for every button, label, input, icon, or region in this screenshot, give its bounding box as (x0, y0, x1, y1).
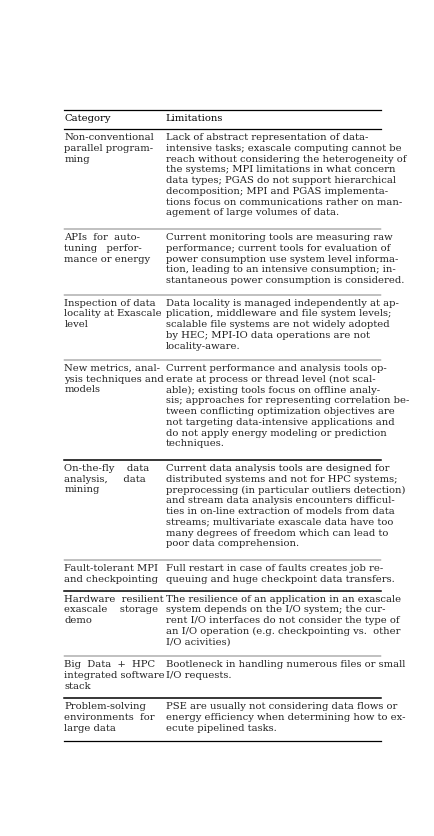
Text: Problem-solving
environments  for
large data: Problem-solving environments for large d… (64, 702, 155, 733)
Text: Current performance and analysis tools op-
erate at process or thread level (not: Current performance and analysis tools o… (166, 364, 409, 448)
Text: Inspection of data
locality at Exascale
level: Inspection of data locality at Exascale … (64, 298, 162, 329)
Text: On-the-fly    data
analysis,     data
mining: On-the-fly data analysis, data mining (64, 464, 150, 494)
Text: PSE are usually not considering data flows or
energy efficiency when determining: PSE are usually not considering data flo… (166, 702, 405, 733)
Text: Fault-tolerant MPI
and checkpointing: Fault-tolerant MPI and checkpointing (64, 563, 158, 584)
Text: Current data analysis tools are designed for
distributed systems and not for HPC: Current data analysis tools are designed… (166, 464, 405, 548)
Text: Hardware  resilient
exascale    storage
demo: Hardware resilient exascale storage demo (64, 594, 164, 625)
Text: APIs  for  auto-
tuning   perfor-
mance or energy: APIs for auto- tuning perfor- mance or e… (64, 233, 151, 263)
Text: Non-conventional
parallel program-
ming: Non-conventional parallel program- ming (64, 133, 154, 164)
Text: The resilience of an application in an exascale
system depends on the I/O system: The resilience of an application in an e… (166, 594, 401, 647)
Text: Category: Category (64, 114, 111, 123)
Text: Full restart in case of faults creates job re-
queuing and huge checkpoint data : Full restart in case of faults creates j… (166, 563, 395, 584)
Text: Current monitoring tools are measuring raw
performance; current tools for evalua: Current monitoring tools are measuring r… (166, 233, 404, 285)
Text: Lack of abstract representation of data-
intensive tasks; exascale computing can: Lack of abstract representation of data-… (166, 133, 406, 217)
Text: Limitations: Limitations (166, 114, 223, 123)
Text: New metrics, anal-
ysis techniques and
models: New metrics, anal- ysis techniques and m… (64, 364, 164, 395)
Text: Big  Data  +  HPC
integrated software
stack: Big Data + HPC integrated software stack (64, 660, 165, 691)
Text: Data locality is managed independently at ap-
plication, middleware and file sys: Data locality is managed independently a… (166, 298, 398, 350)
Text: Bootleneck in handling numerous files or small
I/O requests.: Bootleneck in handling numerous files or… (166, 660, 405, 680)
